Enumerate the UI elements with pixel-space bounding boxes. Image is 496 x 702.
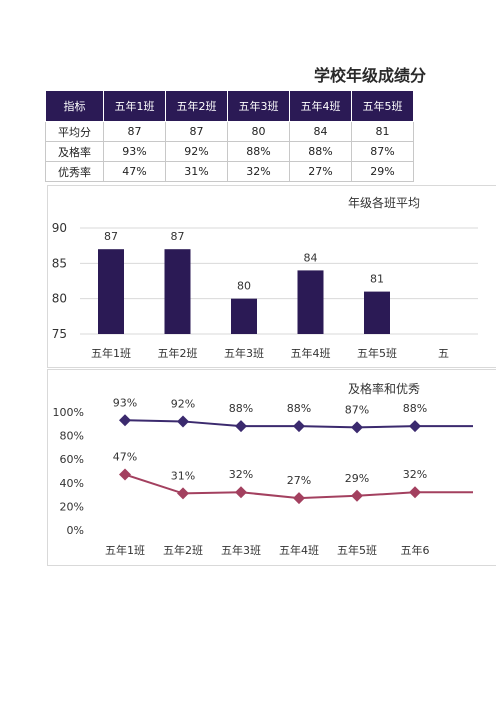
y-tick-label: 100%: [53, 406, 84, 419]
data-label: 27%: [287, 474, 311, 487]
data-label: 32%: [403, 468, 427, 481]
data-point: [409, 486, 421, 499]
y-tick-label: 20%: [60, 500, 84, 513]
x-tick-label: 五年2班: [158, 346, 198, 360]
table-cell: 81: [351, 121, 414, 142]
x-tick-label: 五年2班: [163, 543, 203, 557]
data-point: [351, 489, 363, 502]
table-cell: 87: [165, 121, 228, 142]
y-tick-label: 80%: [60, 430, 84, 443]
row-label: 及格率: [45, 141, 104, 162]
x-tick-label: 五年3班: [224, 346, 264, 360]
page-title: 学校年级成绩分: [314, 66, 427, 85]
data-point: [119, 414, 131, 427]
data-point: [119, 468, 131, 481]
data-label: 87: [171, 230, 185, 243]
table-cell: 32%: [227, 161, 290, 182]
y-tick-label: 60%: [60, 453, 84, 466]
class-stats-table: 指标 五年1班 五年2班 五年3班 五年4班 五年5班 平均分 87 87 80…: [45, 90, 414, 182]
table-cell: 87: [103, 121, 166, 142]
table-cell: 31%: [165, 161, 228, 182]
header-cell: 五年3班: [227, 90, 290, 122]
bar: [297, 270, 324, 334]
bar-chart-svg: 年级各班平均 75 80 85 90 五年1班 87 五年2班 87 五年3班 80 五年4班 84 五年…: [52, 195, 478, 360]
x-tick-label: 五年1班: [91, 346, 131, 360]
bar: [164, 249, 191, 334]
header-cell: 指标: [45, 90, 104, 122]
x-tick-label: 五年5班: [357, 346, 397, 360]
data-label: 93%: [113, 396, 137, 409]
data-label: 84: [304, 251, 318, 264]
table-cell: 84: [289, 121, 352, 142]
table-header-row: 指标 五年1班 五年2班 五年3班 五年4班 五年5班: [45, 90, 414, 122]
bar: [98, 249, 124, 334]
data-label: 32%: [229, 468, 253, 481]
x-tick-label: 五年6: [401, 543, 430, 557]
data-point: [351, 421, 363, 434]
data-label: 88%: [287, 402, 311, 415]
table-row: 优秀率 47% 31% 32% 27% 29%: [45, 161, 414, 182]
bar: [231, 298, 257, 334]
table-cell: 88%: [227, 141, 290, 162]
row-label: 平均分: [45, 121, 104, 142]
data-label: 31%: [171, 469, 195, 482]
bar: [364, 291, 390, 334]
y-tick-label: 80: [52, 292, 67, 306]
line-chart-svg: 及格率和优秀 0% 20% 40% 60% 80% 100% 五年1班 五年2班 五年3班 五年4班…: [53, 381, 473, 557]
data-point: [409, 420, 421, 433]
row-label: 优秀率: [45, 161, 104, 182]
table-cell: 27%: [289, 161, 352, 182]
data-label: 29%: [345, 472, 369, 485]
x-tick-label: 五年3班: [221, 543, 261, 557]
table-cell: 92%: [165, 141, 228, 162]
x-tick-label: 五: [438, 347, 449, 360]
chart-title: 年级各班平均: [348, 195, 420, 210]
data-point: [235, 486, 247, 499]
data-label: 87: [104, 230, 118, 243]
table-row: 及格率 93% 92% 88% 88% 87%: [45, 141, 414, 162]
y-tick-label: 0%: [67, 524, 84, 537]
y-tick-label: 40%: [60, 477, 84, 490]
x-tick-label: 五年4班: [279, 543, 319, 557]
data-point: [235, 420, 247, 433]
y-tick-label: 85: [52, 256, 67, 270]
table-row: 平均分 87 87 80 84 81: [45, 121, 414, 142]
data-point: [177, 415, 189, 428]
table-cell: 87%: [351, 141, 414, 162]
average-score-chart: 年级各班平均 75 80 85 90 五年1班 87 五年2班 87 五年3班 80 五年4班 84 五年…: [47, 185, 496, 368]
header-cell: 五年1班: [103, 90, 166, 122]
table-cell: 80: [227, 121, 290, 142]
y-tick-label: 75: [52, 327, 67, 341]
data-label: 88%: [403, 402, 427, 415]
data-label: 81: [370, 273, 384, 286]
table-cell: 88%: [289, 141, 352, 162]
data-label: 92%: [171, 397, 195, 410]
x-tick-label: 五年1班: [105, 543, 145, 557]
data-label: 88%: [229, 402, 253, 415]
pass-excellent-rate-chart: 及格率和优秀 0% 20% 40% 60% 80% 100% 五年1班 五年2班 五年3班 五年4班…: [47, 369, 496, 566]
header-cell: 五年2班: [165, 90, 228, 122]
data-point: [293, 492, 305, 505]
data-point: [293, 420, 305, 433]
header-cell: 五年4班: [289, 90, 352, 122]
table-cell: 93%: [103, 141, 166, 162]
data-point: [177, 487, 189, 500]
chart-title: 及格率和优秀: [348, 381, 420, 396]
header-cell: 五年5班: [351, 90, 414, 122]
data-label: 80: [237, 280, 251, 293]
table-cell: 47%: [103, 161, 166, 182]
y-tick-label: 90: [52, 221, 67, 235]
x-tick-label: 五年5班: [337, 543, 377, 557]
table-cell: 29%: [351, 161, 414, 182]
data-label: 87%: [345, 403, 369, 416]
data-label: 47%: [113, 451, 137, 464]
x-tick-label: 五年4班: [291, 346, 331, 360]
